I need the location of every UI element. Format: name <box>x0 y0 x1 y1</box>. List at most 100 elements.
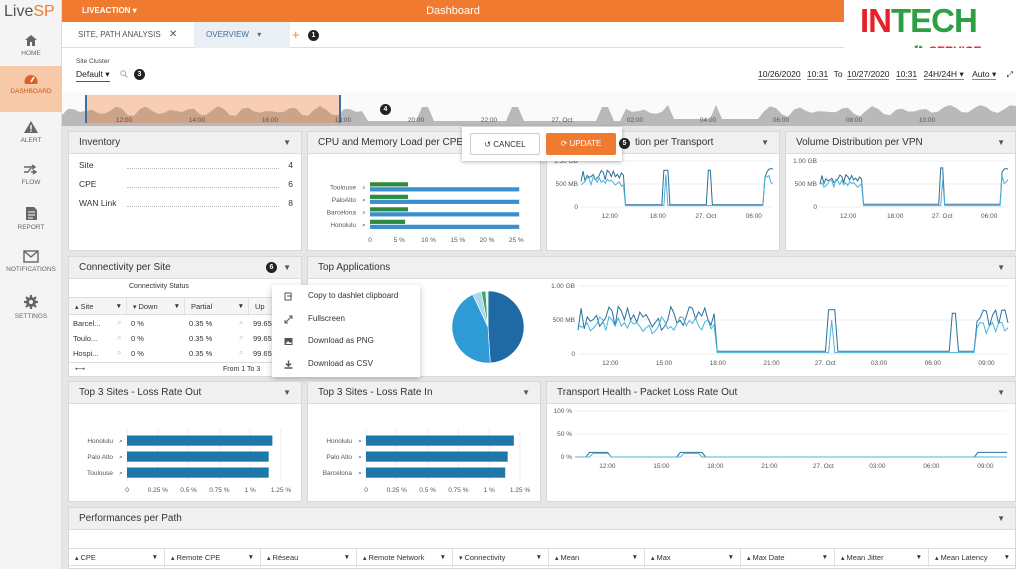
column-header-perf[interactable]: ▴ Max ▼ <box>645 549 741 567</box>
menu-copy-clipboard[interactable]: Copy to dashlet clipboard <box>272 285 420 308</box>
nav-home[interactable]: HOME <box>0 28 62 70</box>
search-icon: ⌕ <box>239 333 244 342</box>
sort-icon[interactable]: ▾ <box>459 555 465 562</box>
sort-icon[interactable]: ▴ <box>555 555 561 562</box>
chevron-down-icon[interactable]: ▼ <box>997 263 1005 272</box>
chevron-down-icon[interactable]: ▼ <box>283 138 291 147</box>
resize-icon[interactable]: ⟷ <box>75 366 86 373</box>
category-label: Barcelona <box>327 209 357 216</box>
column-header-perf[interactable]: ▾ Connectivity ▼ <box>453 549 549 567</box>
column-header-up[interactable]: Up <box>249 298 301 316</box>
menu-download-png[interactable]: Download as PNG <box>272 330 420 353</box>
from-date-input[interactable]: 10/26/2020 <box>758 69 801 80</box>
column-header-perf[interactable]: ▴ Remote CPE ▼ <box>165 549 261 567</box>
sort-icon[interactable]: ▴ <box>75 304 81 311</box>
x-tick-label: 12:00 <box>840 213 857 220</box>
series-line <box>580 174 774 207</box>
chevron-down-icon[interactable]: ▼ <box>761 138 769 147</box>
sort-icon[interactable]: ▾ <box>133 304 139 311</box>
update-button[interactable]: ⟳ UPDATE <box>546 133 616 155</box>
menu-fullscreen[interactable]: Fullscreen <box>272 308 420 331</box>
filter-icon[interactable]: ▼ <box>631 554 638 561</box>
filter-icon[interactable]: ▼ <box>343 554 350 561</box>
filter-icon[interactable]: ▼ <box>915 554 922 561</box>
sort-icon[interactable]: ▴ <box>651 555 657 562</box>
timeline-navigator[interactable]: 12:00 14:00 16:00 18:00 20:00 22:00 27. Oct 02:… <box>62 92 1016 126</box>
column-header-perf[interactable]: ▴ CPE ▼ <box>69 549 165 567</box>
filter-icon[interactable]: ▼ <box>535 554 542 561</box>
nav-report[interactable]: REPORT <box>0 200 62 242</box>
nav-dashboard[interactable]: DASHBOARD <box>0 66 62 112</box>
nav-notifications[interactable]: NOTIFICATIONS <box>0 244 62 286</box>
chevron-down-icon[interactable]: ▼ <box>283 388 291 397</box>
sort-icon[interactable]: ▴ <box>75 555 81 562</box>
refresh-select[interactable]: Auto ▾ <box>972 69 997 80</box>
y-tick-label: 1.50 GB <box>554 158 578 165</box>
series-line <box>575 451 1007 458</box>
y-tick-label: 0 % <box>561 454 572 461</box>
x-tick-label: 5 % <box>394 237 405 244</box>
bar-loss-rate-out <box>127 451 269 462</box>
nav-alert[interactable]: ALERT <box>0 114 62 156</box>
chevron-down-icon[interactable]: ▼ <box>522 388 530 397</box>
nav-flow[interactable]: FLOW <box>0 157 62 199</box>
chevron-down-icon[interactable]: ▼ <box>283 263 291 272</box>
chevron-down-icon[interactable]: ▼ <box>997 138 1005 147</box>
x-tick-label: 18:00 <box>650 213 667 220</box>
menu-download-csv[interactable]: Download as CSV <box>272 353 420 376</box>
column-header-down[interactable]: ▾ Down ▼ <box>127 298 185 316</box>
range-select[interactable]: 24H/24H ▾ <box>923 69 964 80</box>
filter-icon[interactable]: ▼ <box>439 554 446 561</box>
to-date-input[interactable]: 10/27/2020 <box>846 69 890 80</box>
tab-overview[interactable]: OVERVIEW ▾ <box>194 22 290 48</box>
expand-icon[interactable]: ⤢ <box>1006 70 1014 79</box>
sort-icon[interactable]: ▴ <box>747 555 753 562</box>
filter-icon[interactable]: ▼ <box>1003 554 1010 561</box>
top-applications-panel: Top Applications ▼ 1.00 GB 500 MB 0 12:00 15:… <box>307 256 1016 377</box>
from-time-input[interactable]: 10:31 <box>806 69 829 80</box>
search-icon[interactable] <box>120 70 128 78</box>
tab-site-path-analysis[interactable]: SITE, PATH ANALYSIS ✕ <box>78 29 178 40</box>
column-header-perf[interactable]: ▴ Mean ▼ <box>549 549 645 567</box>
filter-icon[interactable]: ▼ <box>151 554 158 561</box>
sort-icon[interactable]: ▴ <box>841 555 847 562</box>
liveaction-menu[interactable]: LIVEACTION ▾ <box>82 6 137 15</box>
x-tick-label: 06:00 <box>981 213 998 220</box>
filter-icon[interactable]: ▼ <box>247 554 254 561</box>
filter-icon[interactable]: ▼ <box>173 303 180 310</box>
timeline-selection[interactable] <box>86 95 340 123</box>
column-header-perf[interactable]: ▴ Réseau ▼ <box>261 549 357 567</box>
chevron-down-icon[interactable]: ▼ <box>997 514 1005 523</box>
nav-settings[interactable]: SETTINGS <box>0 288 62 330</box>
column-header-site[interactable]: ▴ Site ▼ <box>69 298 127 316</box>
column-header-perf[interactable]: ▴ Mean Jitter ▼ <box>835 549 929 567</box>
inventory-title: Inventory <box>79 137 121 148</box>
sort-icon[interactable]: ▴ <box>935 555 941 562</box>
cluster-select[interactable]: Default ▾ <box>76 69 110 82</box>
sort-icon[interactable]: ▴ <box>267 555 273 562</box>
filter-icon[interactable]: ▼ <box>115 303 122 310</box>
timeline-chart[interactable]: 12:00 14:00 16:00 18:00 20:00 22:00 27. Oct 02:… <box>62 92 1016 126</box>
column-header-perf[interactable]: ▴ Mean Latency ▼ <box>929 549 1016 567</box>
add-tab-icon[interactable]: + <box>292 27 300 42</box>
inventory-row-label: WAN Link <box>79 198 117 208</box>
bar-loss-rate-out <box>127 435 273 446</box>
timeline-tick-label: 14:00 <box>189 117 206 124</box>
column-header-partial[interactable]: Partial ▼ <box>185 298 249 316</box>
sort-icon[interactable]: ▴ <box>363 555 369 562</box>
close-icon[interactable]: ✕ <box>168 29 178 40</box>
chevron-down-icon[interactable]: ▼ <box>997 388 1005 397</box>
x-tick-label: 1.25 % <box>510 487 530 494</box>
filter-icon[interactable]: ▼ <box>821 554 828 561</box>
column-header-perf[interactable]: ▴ Remote Network ▼ <box>357 549 453 567</box>
cancel-button[interactable]: ↺ CANCEL <box>470 133 540 155</box>
to-time-input[interactable]: 10:31 <box>895 69 918 80</box>
image-icon <box>284 338 293 345</box>
transport-health-panel: Transport Health - Packet Loss Rate Out ▼… <box>546 381 1016 513</box>
filter-icon[interactable]: ▼ <box>237 303 244 310</box>
filter-icon[interactable]: ▼ <box>727 554 734 561</box>
sort-icon[interactable]: ▴ <box>171 555 177 562</box>
column-header-perf[interactable]: ▴ Max Date ▼ <box>741 549 835 567</box>
cpu-title: CPU and Memory Load per CPE <box>318 137 464 148</box>
category-label: Honolulu <box>87 438 113 445</box>
